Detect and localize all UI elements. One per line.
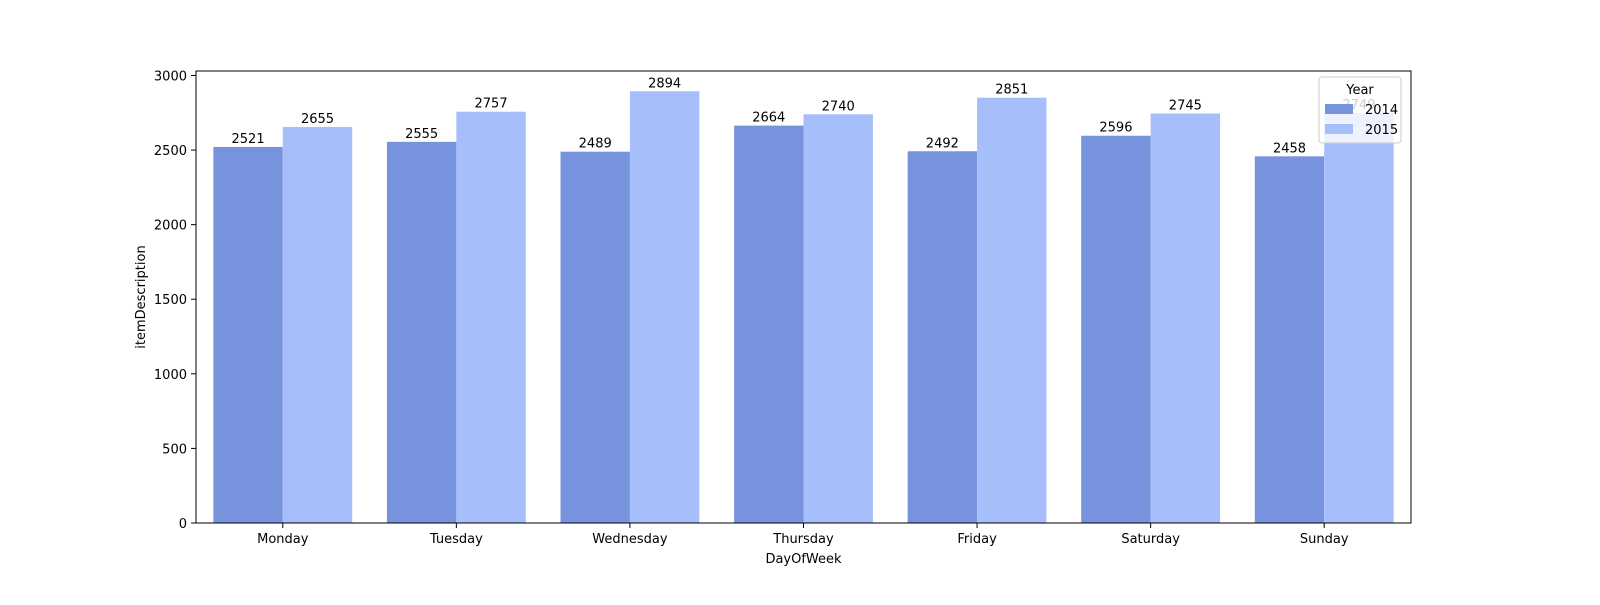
- y-tick-label: 3000: [154, 69, 187, 84]
- x-tick-label: Thursday: [772, 532, 834, 547]
- bars-layer: [213, 91, 1394, 524]
- x-tick-label: Saturday: [1121, 532, 1180, 547]
- y-tick-label: 1500: [154, 293, 187, 308]
- bar-value-label-2015-wednesday: 2894: [648, 76, 681, 91]
- legend-swatch-2014: [1325, 104, 1353, 114]
- bar-2014-friday: [907, 151, 978, 523]
- x-tick-label: Tuesday: [429, 532, 483, 547]
- bar-2014-thursday: [734, 125, 804, 523]
- bar-2015-monday: [282, 126, 353, 523]
- y-tick-label: 2000: [154, 219, 187, 234]
- bar-2014-monday: [213, 146, 283, 523]
- bar-value-label-2015-saturday: 2745: [1169, 99, 1202, 114]
- bar-value-label-2014-wednesday: 2489: [579, 137, 612, 152]
- x-axis: Monday Tuesday Wednesday Thursday Friday Satu…: [257, 523, 1349, 547]
- bar-value-label-2015-tuesday: 2757: [475, 97, 508, 112]
- bar-value-label-2014-sunday: 2458: [1273, 141, 1306, 156]
- x-tick-label: Wednesday: [592, 532, 668, 547]
- bar-2014-wednesday: [560, 151, 630, 524]
- bar-2015-tuesday: [456, 111, 526, 523]
- bar-2015-thursday: [803, 114, 873, 523]
- bar-2014-tuesday: [386, 141, 457, 523]
- bar-2014-sunday: [1254, 156, 1325, 523]
- x-tick-label: Monday: [257, 532, 309, 547]
- x-axis-title: DayOfWeek: [765, 552, 842, 567]
- bar-value-label-2015-friday: 2851: [995, 83, 1028, 98]
- bar-2015-sunday: [1324, 112, 1394, 523]
- bar-value-label-2015-monday: 2655: [301, 112, 334, 127]
- bar-2015-saturday: [1150, 113, 1221, 523]
- bar-2014-saturday: [1081, 135, 1151, 523]
- bar-value-label-2015-thursday: 2740: [822, 99, 855, 114]
- bar-value-label-2014-friday: 2492: [926, 136, 959, 151]
- bar-value-label-2014-thursday: 2664: [752, 111, 785, 126]
- y-tick-label: 2500: [154, 144, 187, 159]
- y-axis: 0 500 1000 1500 2000 2500 3000: [154, 69, 196, 532]
- x-tick-label: Sunday: [1300, 532, 1349, 547]
- legend-swatch-2015: [1325, 124, 1353, 134]
- bar-value-label-2014-tuesday: 2555: [405, 127, 438, 142]
- bar-2015-wednesday: [629, 91, 700, 524]
- legend: Year 2014 2015: [1318, 76, 1402, 144]
- bar-value-label-2014-monday: 2521: [232, 132, 265, 147]
- y-tick-label: 500: [162, 442, 187, 457]
- legend-label-2014: 2014: [1365, 103, 1398, 118]
- legend-label-2015: 2015: [1365, 123, 1398, 138]
- y-tick-label: 1000: [154, 368, 187, 383]
- bar-2015-friday: [977, 97, 1047, 524]
- y-axis-title: itemDescription: [134, 245, 149, 348]
- x-tick-label: Friday: [957, 532, 997, 547]
- legend-title: Year: [1345, 83, 1374, 98]
- bar-value-label-2014-saturday: 2596: [1099, 121, 1132, 136]
- y-tick-label: 0: [179, 517, 187, 532]
